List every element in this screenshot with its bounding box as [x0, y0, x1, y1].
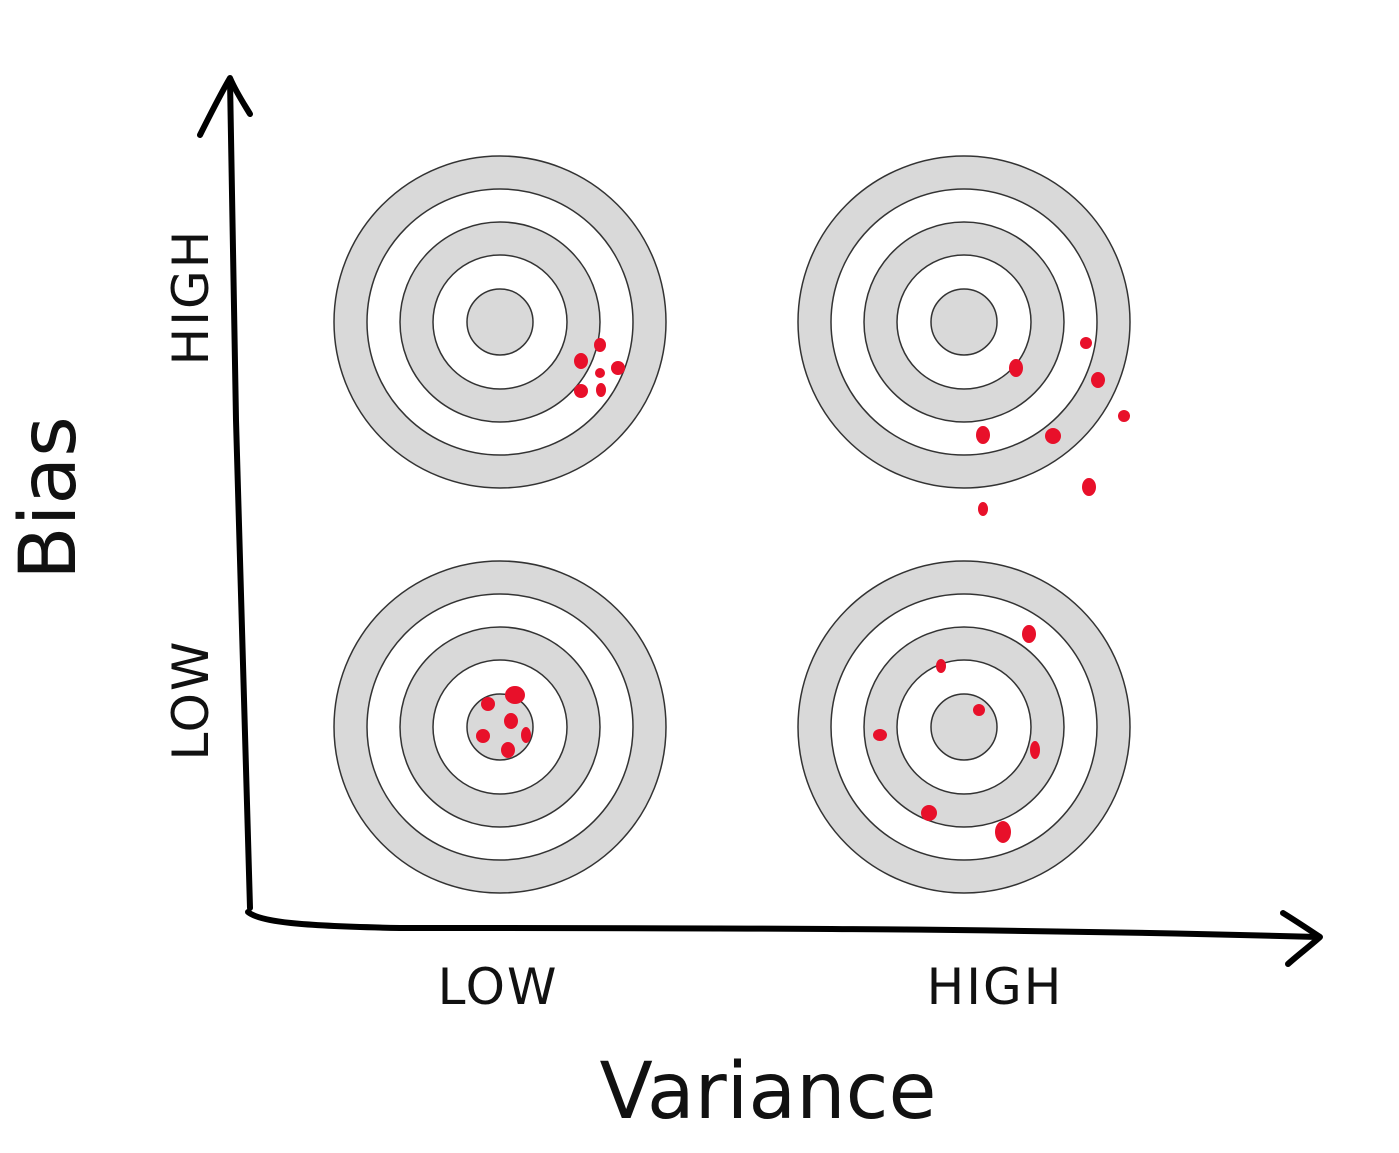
- y-axis-arrowhead: [197, 75, 253, 138]
- hit-point: [936, 659, 946, 673]
- target-rings: [797, 155, 1131, 489]
- hit-point: [574, 353, 588, 369]
- hit-point: [995, 821, 1011, 843]
- x-axis-line: [245, 909, 1321, 940]
- hit-point: [921, 805, 937, 821]
- target-rings: [333, 155, 667, 489]
- x-axis-title: Variance: [600, 1047, 937, 1137]
- hit-cluster: [574, 338, 625, 398]
- target-rings: [797, 560, 1131, 894]
- hit-point: [481, 697, 495, 711]
- y-axis-title: Bias: [4, 416, 94, 580]
- hit-point: [973, 704, 985, 716]
- hit-cluster: [976, 337, 1130, 516]
- target-rings: [333, 560, 667, 894]
- hit-point: [976, 426, 990, 444]
- hit-point: [504, 713, 518, 729]
- target-low-bias-low-variance: [333, 560, 667, 894]
- hit-point: [476, 729, 490, 743]
- target-ring: [930, 288, 998, 356]
- hit-point: [1082, 478, 1096, 496]
- x-axis: [245, 909, 1323, 967]
- target-ring: [930, 693, 998, 761]
- target-low-bias-high-variance: [797, 560, 1131, 894]
- hit-point: [574, 384, 588, 398]
- hit-point: [611, 361, 625, 375]
- y-tick-low: LOW: [162, 640, 220, 761]
- hit-point: [873, 729, 887, 741]
- hit-point: [1091, 372, 1105, 388]
- target-ring: [466, 693, 534, 761]
- hit-point: [594, 338, 606, 352]
- target-high-bias-low-variance: [333, 155, 667, 489]
- hit-point: [1045, 428, 1061, 444]
- hit-cluster: [476, 686, 531, 758]
- hit-point: [521, 727, 531, 743]
- hit-point: [501, 742, 515, 758]
- hit-point: [978, 502, 988, 516]
- y-axis-line: [227, 77, 253, 911]
- hit-point: [505, 686, 525, 704]
- target-high-bias-high-variance: [797, 155, 1131, 516]
- target-ring: [466, 288, 534, 356]
- hit-cluster: [873, 625, 1040, 843]
- hit-point: [595, 368, 605, 378]
- hit-point: [596, 383, 606, 397]
- hit-point: [1030, 741, 1040, 759]
- x-tick-low: LOW: [438, 958, 559, 1016]
- hit-point: [1118, 410, 1130, 422]
- x-tick-high: HIGH: [927, 958, 1064, 1016]
- hit-point: [1009, 359, 1023, 377]
- y-tick-high: HIGH: [162, 229, 220, 366]
- hit-point: [1022, 625, 1036, 643]
- y-axis: [197, 75, 253, 911]
- hit-point: [1080, 337, 1092, 349]
- x-axis-arrowhead: [1280, 910, 1323, 967]
